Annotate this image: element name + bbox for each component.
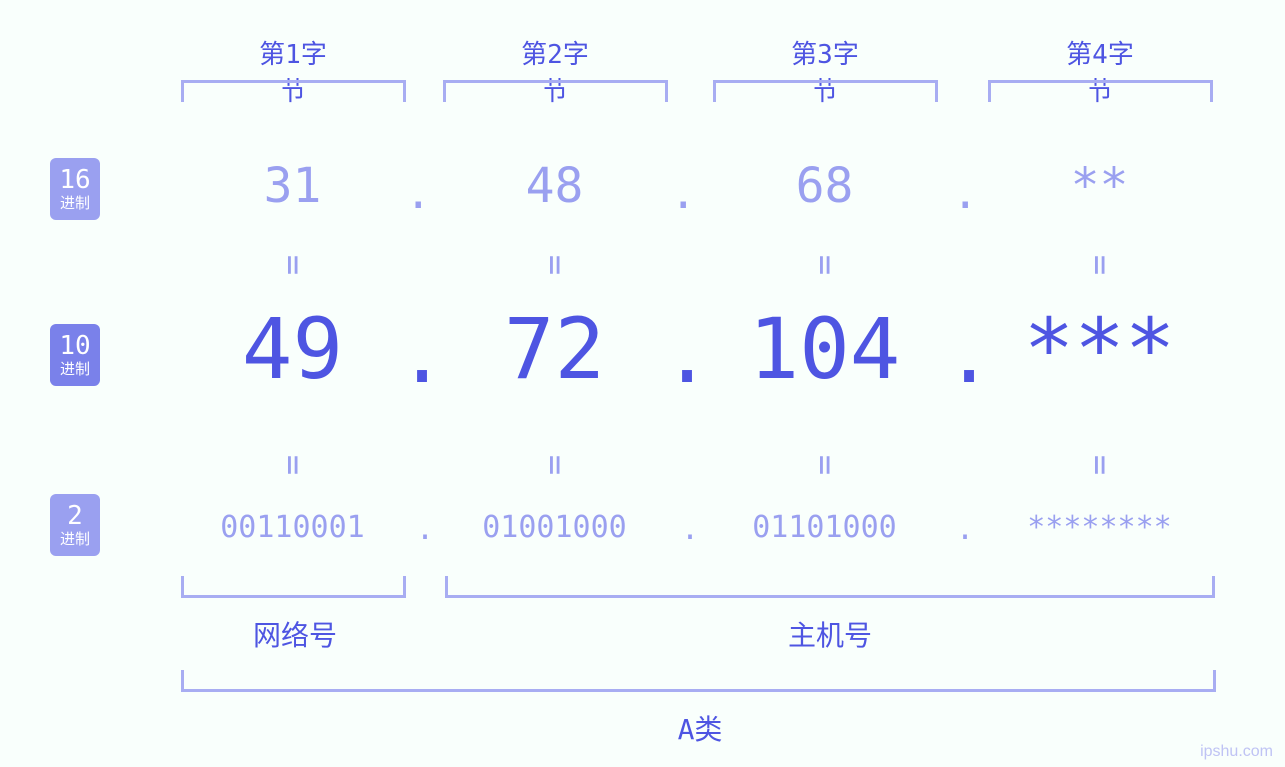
bin-dot-2: .	[680, 512, 700, 547]
hex-dot-2: .	[670, 168, 690, 219]
badge-base16-number: 16	[59, 166, 90, 195]
hex-dot-3: .	[952, 168, 972, 219]
dec-dot-1: .	[398, 308, 433, 401]
badge-base2-unit: 进制	[60, 531, 90, 548]
host-bracket	[445, 576, 1215, 598]
watermark: ipshu.com	[1200, 743, 1273, 761]
dec-byte-3: 104	[727, 300, 922, 398]
hex-byte-3: 68	[757, 158, 892, 214]
host-label: 主机号	[780, 614, 880, 654]
dec-byte-1: 49	[195, 300, 390, 398]
badge-base16: 16 进制	[50, 158, 100, 220]
network-bracket	[181, 576, 406, 598]
bin-byte-4: ********	[992, 510, 1207, 545]
top-bracket-1	[181, 80, 406, 102]
badge-base10: 10 进制	[50, 324, 100, 386]
badge-base16-unit: 进制	[60, 195, 90, 212]
badge-base10-number: 10	[59, 332, 90, 361]
dec-dot-3: .	[945, 308, 980, 401]
bin-dot-3: .	[955, 512, 975, 547]
top-bracket-3	[713, 80, 938, 102]
hex-byte-4: **	[1032, 158, 1167, 214]
hex-dot-1: .	[405, 168, 425, 219]
bin-byte-3: 01101000	[717, 510, 932, 545]
bin-byte-2: 01001000	[447, 510, 662, 545]
eq-dec-bin-4: =	[1080, 452, 1120, 478]
class-label: A类	[670, 708, 730, 748]
top-bracket-2	[443, 80, 668, 102]
eq-hex-dec-4: =	[1080, 252, 1120, 278]
dec-dot-2: .	[663, 308, 698, 401]
top-bracket-4	[988, 80, 1213, 102]
eq-hex-dec-2: =	[535, 252, 575, 278]
badge-base10-unit: 进制	[60, 361, 90, 378]
hex-byte-2: 48	[487, 158, 622, 214]
class-bracket	[181, 670, 1216, 692]
badge-base2: 2 进制	[50, 494, 100, 556]
dec-byte-4: ***	[1002, 300, 1197, 398]
eq-hex-dec-1: =	[273, 252, 313, 278]
bin-dot-1: .	[415, 512, 435, 547]
ip-bases-diagram: 第1字节 第2字节 第3字节 第4字节 16 进制 10 进制 2 进制 31 …	[0, 0, 1285, 767]
network-label: 网络号	[245, 614, 345, 654]
eq-dec-bin-3: =	[805, 452, 845, 478]
eq-dec-bin-1: =	[273, 452, 313, 478]
bin-byte-1: 00110001	[185, 510, 400, 545]
eq-hex-dec-3: =	[805, 252, 845, 278]
badge-base2-number: 2	[67, 502, 83, 531]
hex-byte-1: 31	[225, 158, 360, 214]
eq-dec-bin-2: =	[535, 452, 575, 478]
dec-byte-2: 72	[457, 300, 652, 398]
